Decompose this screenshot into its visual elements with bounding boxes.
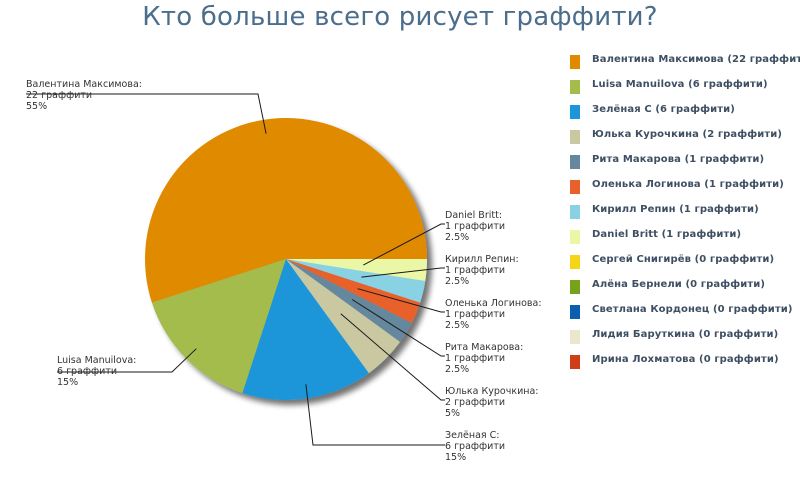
slice-label-line: Валентина Максимова: — [26, 79, 142, 90]
slice-label-line: 2.5% — [445, 364, 470, 375]
legend-swatch — [570, 130, 580, 144]
pie-slice-5[interactable] — [286, 259, 421, 324]
legend-swatch — [570, 330, 580, 344]
slice-label-line: 1 граффити — [445, 221, 506, 232]
legend-label: Лидия Барyткина (0 граффити) — [592, 329, 779, 340]
pie-slice-7[interactable] — [286, 259, 427, 282]
leader-line-5 — [357, 288, 445, 313]
slice-label-line: Daniel Britt: — [445, 210, 503, 221]
legend-swatch — [570, 180, 580, 194]
legend-item-1[interactable]: Luisa Manuilova (6 граффити) — [570, 77, 800, 102]
slice-label-line: 1 граффити — [445, 265, 506, 276]
slice-label-line: 2.5% — [445, 232, 470, 243]
legend-label: Светлана Кордонец (0 граффити) — [592, 304, 793, 315]
slice-label-2: Зелёная С: 6 граффити 15% — [445, 430, 505, 463]
legend-item-12[interactable]: Ирина Лохматова (0 граффити) — [570, 352, 800, 377]
legend-label: Ирина Лохматова (0 граффити) — [592, 354, 779, 365]
legend-label: Валентина Максимова (22 граффити) — [592, 54, 800, 65]
slice-label-4: Рита Макарова: 1 граффити 2.5% — [445, 342, 523, 375]
slice-label-line: Кирилл Репин: — [445, 254, 519, 265]
legend-swatch — [570, 205, 580, 219]
slice-label-line: Luisa Manuilova: — [57, 355, 137, 366]
slice-label-line: Зелёная С: — [445, 430, 500, 441]
slice-label-1: Luisa Manuilova: 6 граффити 15% — [57, 355, 136, 388]
slice-label-5: Оленька Логинова: 1 граффити 2.5% — [445, 298, 542, 331]
slice-label-line: 22 граффити — [26, 90, 93, 101]
legend-label: Кирилл Репин (1 граффити) — [592, 204, 759, 215]
slice-label-3: Юлька Курочкина: 2 граффити 5% — [445, 386, 538, 419]
slice-label-line: 15% — [57, 377, 79, 388]
legend-swatch — [570, 255, 580, 269]
slice-label-line: 2.5% — [445, 276, 470, 287]
leader-lines — [26, 93, 445, 446]
slice-label-line: 15% — [445, 452, 467, 463]
legend-swatch — [570, 355, 580, 369]
pie-slice-6[interactable] — [286, 259, 426, 303]
slice-label-7: Daniel Britt: 1 граффити 2.5% — [445, 210, 505, 243]
slice-label-line: 5% — [445, 408, 461, 419]
slice-label-line: 6 граффити — [445, 441, 506, 452]
slice-label-line: 2 граффити — [445, 397, 506, 408]
pie-slices — [145, 118, 427, 401]
legend-item-3[interactable]: Юлька Курочкина (2 граффити) — [570, 127, 800, 152]
legend-swatch — [570, 155, 580, 169]
legend-label: Зелёная С (6 граффити) — [592, 104, 735, 115]
legend-swatch — [570, 105, 580, 119]
legend-item-6[interactable]: Кирилл Репин (1 граффити) — [570, 202, 800, 227]
leader-line-1 — [57, 348, 197, 373]
legend-item-5[interactable]: Оленька Логинова (1 граффити) — [570, 177, 800, 202]
pie-slice-2[interactable] — [242, 259, 369, 401]
legend-item-4[interactable]: Рита Макарова (1 граффити) — [570, 152, 800, 177]
legend-swatch — [570, 305, 580, 319]
slice-label-line: Оленька Логинова: — [445, 298, 542, 309]
legend-item-7[interactable]: Daniel Britt (1 граффити) — [570, 227, 800, 252]
slice-label-line: 1 граффити — [445, 309, 506, 320]
legend-swatch — [570, 55, 580, 69]
legend-label: Алёна Бернели (0 граффити) — [592, 279, 766, 290]
leader-line-3 — [340, 313, 445, 401]
leader-line-0 — [26, 93, 267, 134]
slice-label-line: Юлька Курочкина: — [445, 386, 539, 397]
legend-item-11[interactable]: Лидия Барyткина (0 граффити) — [570, 327, 800, 352]
legend-item-2[interactable]: Зелёная С (6 граффити) — [570, 102, 800, 127]
legend-swatch — [570, 230, 580, 244]
pie-slice-0[interactable] — [145, 118, 427, 303]
legend-item-9[interactable]: Алёна Бернели (0 граффити) — [570, 277, 800, 302]
slice-label-line: 55% — [26, 101, 48, 112]
slice-label-0: Валентина Максимова: 22 граффити 55% — [26, 79, 142, 112]
slice-label-6: Кирилл Репин: 1 граффити 2.5% — [445, 254, 519, 287]
legend-swatch — [570, 80, 580, 94]
slice-label-line: 6 граффити — [57, 366, 118, 377]
leader-line-6 — [361, 267, 445, 278]
slice-label-line: Рита Макарова: — [445, 342, 524, 353]
pie-slice-4[interactable] — [286, 259, 412, 342]
legend-item-10[interactable]: Светлана Кордонец (0 граффити) — [570, 302, 800, 327]
legend-item-0[interactable]: Валентина Максимова (22 граффити) — [570, 52, 800, 77]
leader-line-7 — [363, 223, 445, 266]
pie-slice-1[interactable] — [151, 259, 286, 394]
chart-title: Кто больше всего рисует граффити? — [142, 2, 658, 32]
legend: Валентина Максимова (22 граффити) Luisa M… — [570, 52, 800, 377]
slice-label-line: 1 граффити — [445, 353, 506, 364]
slice-label-line: 2.5% — [445, 320, 470, 331]
legend-swatch — [570, 280, 580, 294]
leader-line-4 — [351, 299, 445, 357]
leader-line-2 — [305, 384, 445, 446]
legend-label: Daniel Britt (1 граффити) — [592, 229, 742, 240]
legend-label: Рита Макарова (1 граффити) — [592, 154, 765, 165]
legend-item-8[interactable]: Сергей Снигирёв (0 граффити) — [570, 252, 800, 277]
legend-label: Юлька Курочкина (2 граффити) — [592, 129, 783, 140]
legend-label: Оленька Логинова (1 граффити) — [592, 179, 784, 190]
legend-label: Luisa Manuilova (6 граффити) — [592, 79, 768, 90]
legend-label: Сергей Снигирёв (0 граффити) — [592, 254, 775, 265]
